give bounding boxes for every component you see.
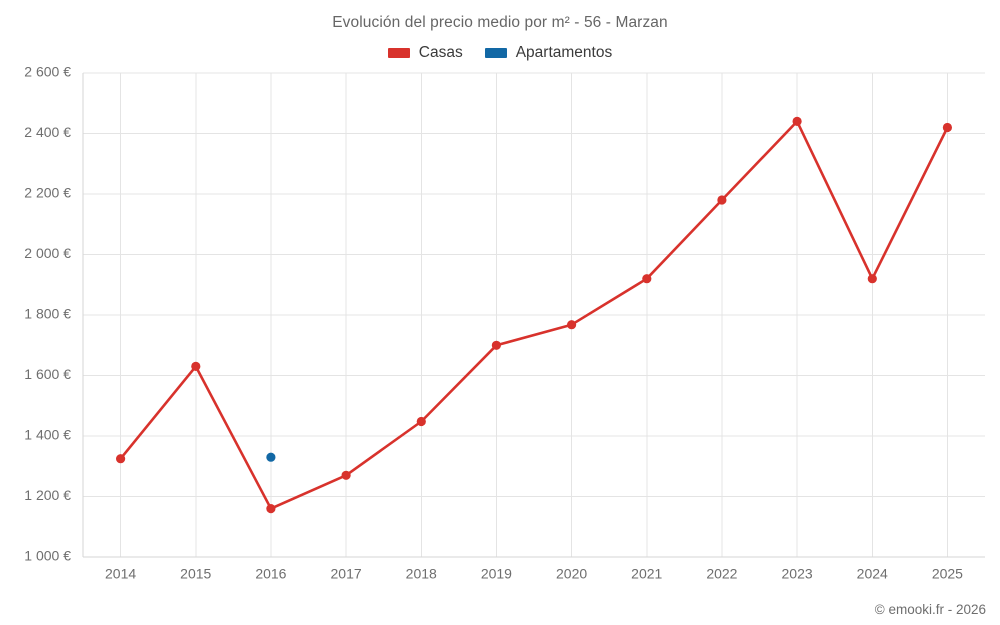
chart-legend: Casas Apartamentos xyxy=(0,44,1000,62)
x-axis-tick-label: 2020 xyxy=(556,565,587,581)
legend-label-apartamentos: Apartamentos xyxy=(515,44,613,61)
x-axis-tick-label: 2021 xyxy=(631,565,662,581)
x-axis-tick-label: 2024 xyxy=(857,565,888,581)
data-point-casas-2015[interactable] xyxy=(191,361,201,371)
data-point-casas-2014[interactable] xyxy=(116,454,126,464)
credit-text: © emooki.fr - 2026 xyxy=(874,602,986,617)
data-point-casas-2022[interactable] xyxy=(717,195,727,205)
x-axis-tick-label: 2017 xyxy=(331,565,362,581)
y-axis-tick-label: 2 200 € xyxy=(24,185,71,201)
x-axis-tick-label: 2014 xyxy=(105,565,136,581)
x-axis-tick-label: 2016 xyxy=(255,565,286,581)
x-axis-tick-label: 2025 xyxy=(932,565,963,581)
y-axis-tick-label: 2 000 € xyxy=(24,245,71,261)
data-point-casas-2021[interactable] xyxy=(642,274,652,284)
data-point-casas-2025[interactable] xyxy=(942,122,953,133)
y-axis-tick-label: 2 600 € xyxy=(24,64,71,80)
y-axis-tick-label: 1 200 € xyxy=(24,487,71,503)
legend-label-casas: Casas xyxy=(418,44,463,61)
x-axis-tick-label: 2023 xyxy=(782,565,813,581)
data-point-apartamentos-2016[interactable] xyxy=(266,452,276,462)
legend-item-casas[interactable]: Casas xyxy=(387,44,463,62)
series-line-casas xyxy=(119,120,949,510)
x-axis-tick-label: 2022 xyxy=(706,565,737,581)
y-axis-tick-label: 1 800 € xyxy=(24,306,71,322)
legend-item-apartamentos[interactable]: Apartamentos xyxy=(484,44,613,62)
chart-title: Evolución del precio medio por m² - 56 -… xyxy=(332,14,668,31)
data-point-casas-2016[interactable] xyxy=(266,504,276,514)
data-point-casas-2023[interactable] xyxy=(792,116,802,126)
data-point-casas-2020[interactable] xyxy=(567,320,577,330)
y-axis-tick-label: 1 000 € xyxy=(24,548,71,564)
x-axis-tick-label: 2018 xyxy=(406,565,437,581)
data-point-casas-2018[interactable] xyxy=(416,416,426,427)
data-point-casas-2024[interactable] xyxy=(867,274,877,284)
legend-swatch-casas-icon xyxy=(387,48,410,58)
data-point-casas-2019[interactable] xyxy=(491,340,501,350)
data-point-casas-2017[interactable] xyxy=(341,470,351,480)
x-axis-tick-label: 2019 xyxy=(481,565,512,581)
legend-swatch-apartamentos-icon xyxy=(484,48,507,58)
y-axis-tick-label: 1 400 € xyxy=(24,427,71,443)
y-axis-tick-label: 1 600 € xyxy=(24,366,71,382)
y-axis-tick-label: 2 400 € xyxy=(24,124,71,140)
x-axis-tick-label: 2015 xyxy=(180,565,211,581)
